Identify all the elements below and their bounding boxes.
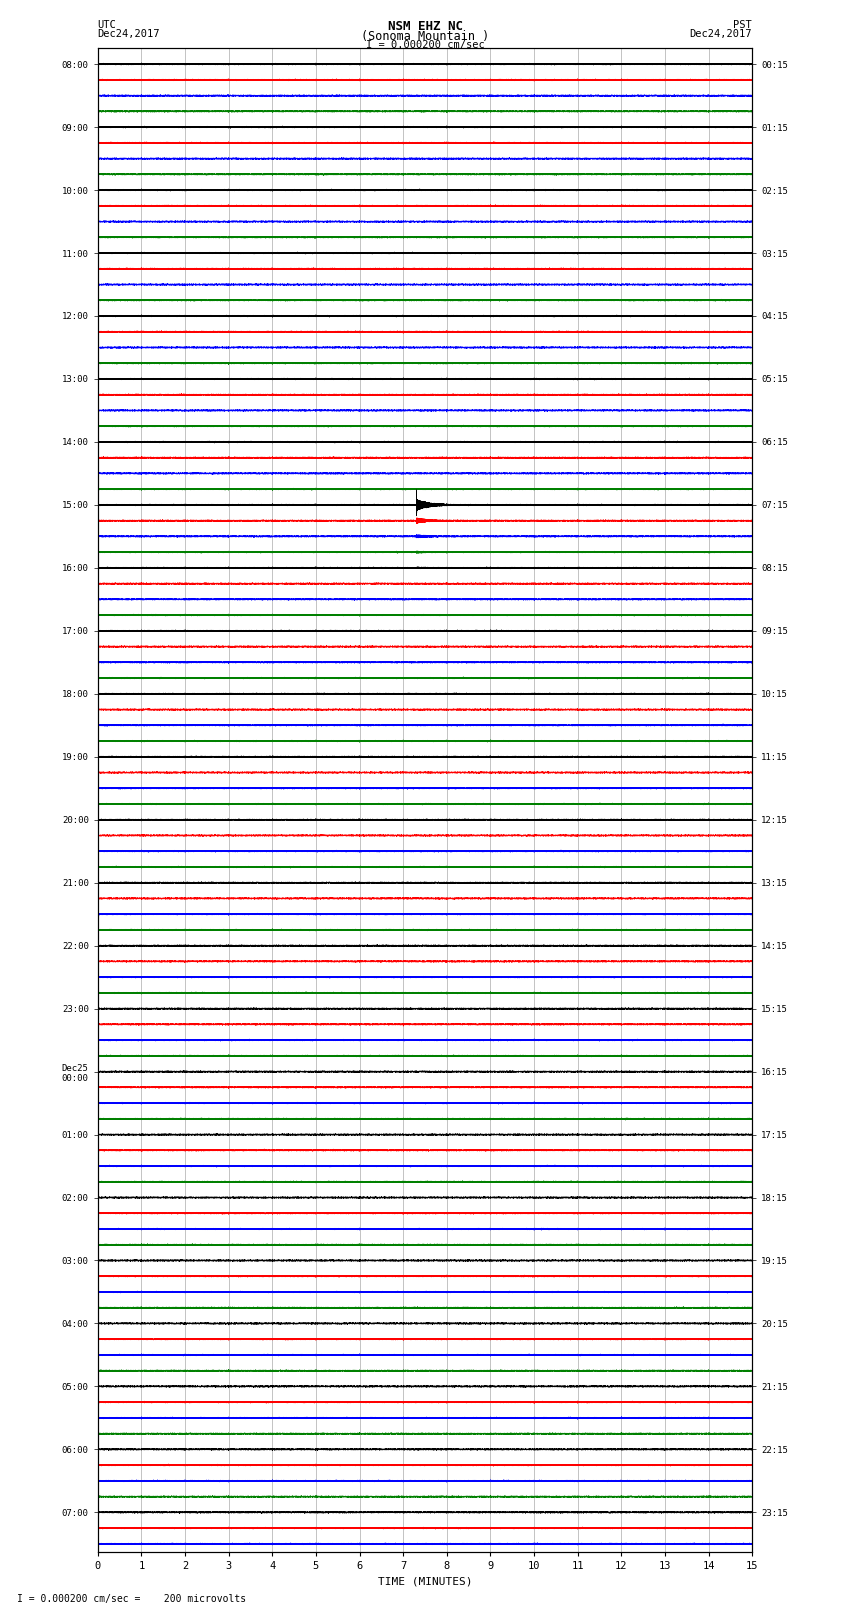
- Text: I = 0.000200 cm/sec: I = 0.000200 cm/sec: [366, 39, 484, 50]
- Text: (Sonoma Mountain ): (Sonoma Mountain ): [361, 31, 489, 44]
- Text: PST: PST: [734, 19, 752, 31]
- Text: UTC: UTC: [98, 19, 116, 31]
- Text: Dec24,2017: Dec24,2017: [98, 29, 161, 39]
- Text: I = 0.000200 cm/sec =    200 microvolts: I = 0.000200 cm/sec = 200 microvolts: [17, 1594, 246, 1603]
- Text: Dec24,2017: Dec24,2017: [689, 29, 752, 39]
- X-axis label: TIME (MINUTES): TIME (MINUTES): [377, 1576, 473, 1586]
- Text: NSM EHZ NC: NSM EHZ NC: [388, 19, 462, 34]
